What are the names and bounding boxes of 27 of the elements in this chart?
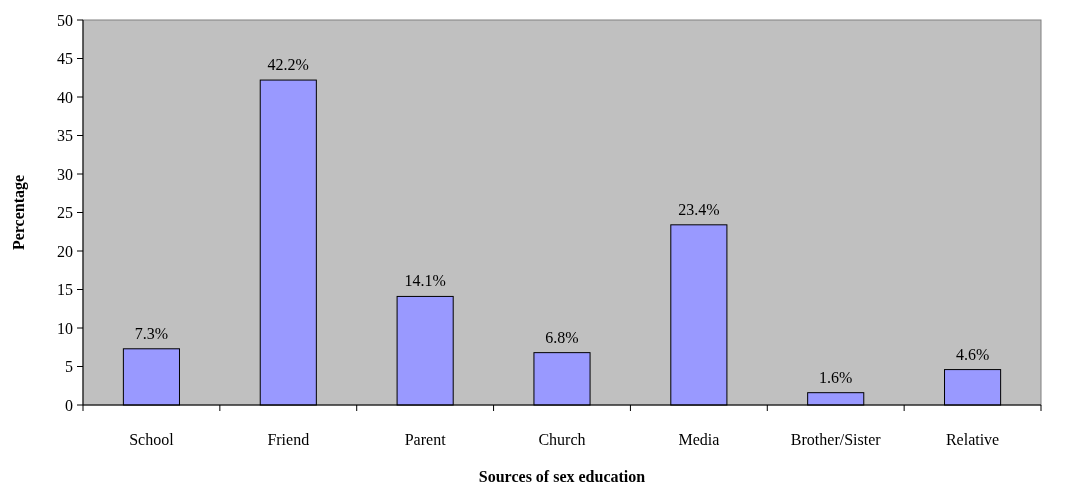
y-tick-label: 45 [57,50,73,68]
data-label: 42.2% [267,56,309,74]
x-tick-label: Church [538,431,586,448]
y-tick-label: 40 [57,88,73,106]
x-tick-label: School [129,431,175,448]
data-label: 4.6% [955,345,990,363]
data-label: 14.1% [404,272,446,290]
data-label: 23.4% [678,200,720,218]
y-tick-label: 35 [57,127,73,145]
x-tick-label: Brother/Sister [790,431,882,448]
y-axis-title: Percentage [10,174,28,251]
x-tick-label: Media [678,431,720,448]
y-tick-label: 50 [57,11,73,29]
data-label: 6.8% [545,328,579,346]
x-tick-label: Parent [404,431,447,448]
x-tick-label: Relative [945,431,1000,448]
data-label: 1.6% [819,368,853,386]
y-tick-label: 25 [57,204,73,222]
x-tick-label: Friend [267,431,310,448]
data-label: 7.3% [134,324,169,342]
x-axis-title: Sources of sex education [478,468,646,485]
y-tick-label: 0 [65,396,73,414]
y-tick-label: 30 [57,165,73,183]
y-tick-label: 20 [57,242,73,260]
y-tick-label: 15 [57,281,73,299]
y-tick-label: 5 [65,358,73,376]
y-tick-label: 10 [57,319,73,337]
